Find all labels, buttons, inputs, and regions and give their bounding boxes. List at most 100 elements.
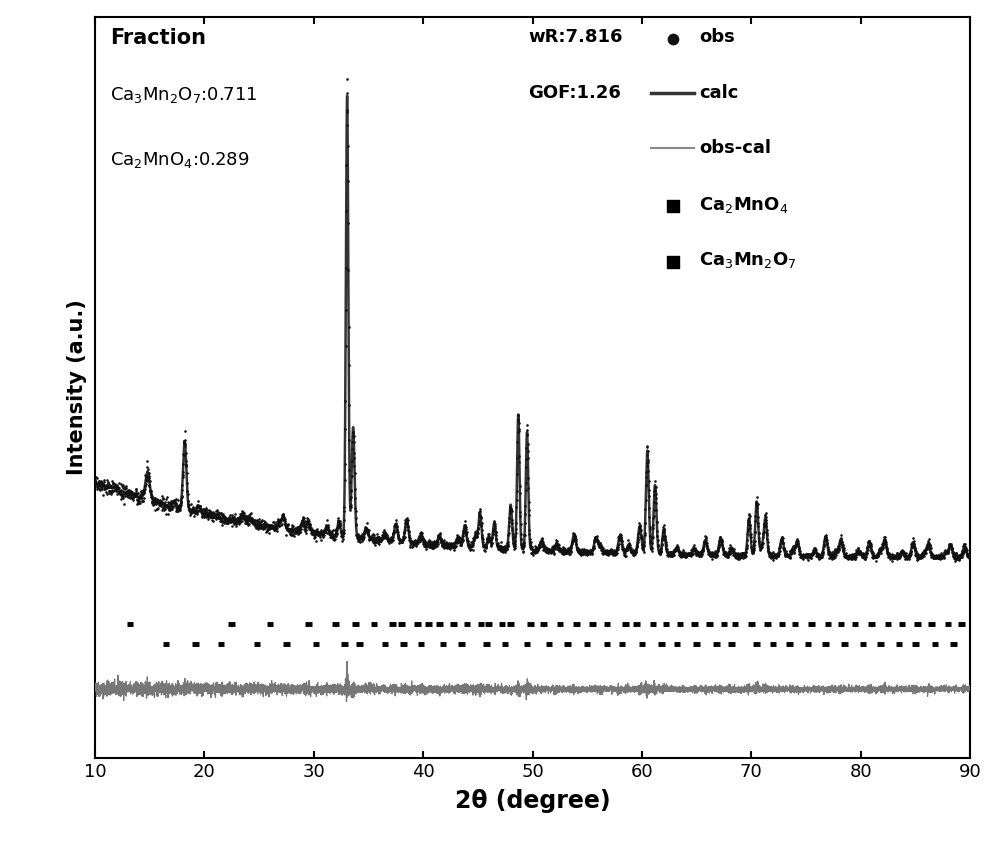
Point <box>467 530 483 544</box>
Point <box>897 550 913 563</box>
Point <box>381 533 397 546</box>
Point <box>392 535 408 549</box>
Point <box>489 538 505 551</box>
Point <box>812 550 828 563</box>
Point <box>659 544 675 557</box>
Point <box>596 545 612 559</box>
Point <box>542 545 558 558</box>
Point <box>198 509 214 523</box>
Point <box>809 548 825 562</box>
Point <box>868 554 884 567</box>
Point <box>829 542 845 556</box>
Point <box>202 511 218 524</box>
Point <box>863 540 879 553</box>
Point <box>734 547 750 561</box>
Point <box>96 473 112 487</box>
Point <box>674 550 690 563</box>
Point <box>537 540 553 554</box>
Point <box>119 485 135 499</box>
Point <box>942 539 958 552</box>
Point <box>222 513 238 527</box>
Point <box>721 545 737 558</box>
Point <box>548 536 564 550</box>
Point <box>865 551 881 565</box>
Point <box>912 549 928 562</box>
Point <box>741 508 757 522</box>
Point <box>824 551 840 565</box>
Point <box>899 552 915 566</box>
Point <box>311 529 327 542</box>
Point <box>406 538 422 551</box>
Point <box>898 550 914 563</box>
Point <box>853 546 869 560</box>
Point <box>233 512 249 525</box>
Point <box>873 542 889 556</box>
Point <box>914 547 930 561</box>
Point <box>102 484 118 497</box>
Point <box>289 522 305 535</box>
Point <box>812 551 828 564</box>
Point <box>828 545 844 559</box>
Point <box>872 542 888 556</box>
Point <box>660 547 676 561</box>
Point <box>736 548 752 562</box>
Point <box>251 520 267 534</box>
Point <box>429 534 445 547</box>
Point <box>423 536 439 550</box>
Point <box>483 531 499 545</box>
Point <box>883 551 899 565</box>
Point <box>195 502 211 516</box>
Point <box>236 509 252 523</box>
Point <box>595 546 611 560</box>
Point <box>583 544 599 557</box>
Point <box>484 536 500 550</box>
Point <box>314 527 330 540</box>
Point <box>512 509 528 523</box>
Point <box>126 489 142 502</box>
Point <box>693 545 709 558</box>
Point <box>252 520 268 534</box>
Point <box>821 545 837 559</box>
Point <box>556 545 572 559</box>
Point <box>761 545 777 559</box>
Point <box>571 545 587 558</box>
Point <box>668 543 684 556</box>
Point <box>267 518 283 531</box>
Point <box>461 537 477 551</box>
Point <box>189 505 205 518</box>
Point <box>290 524 306 538</box>
Point <box>723 546 739 560</box>
Point <box>214 508 230 522</box>
Point <box>701 548 717 562</box>
Point <box>300 520 316 534</box>
Point <box>161 502 177 516</box>
Point <box>798 548 814 562</box>
Point <box>198 503 214 517</box>
Point <box>373 534 389 548</box>
Point <box>942 537 958 551</box>
Point <box>862 537 878 551</box>
Point <box>463 540 479 553</box>
Point <box>343 501 359 514</box>
Point <box>884 548 900 562</box>
Point <box>313 526 329 540</box>
Point <box>611 533 627 546</box>
Point <box>510 415 526 429</box>
Point <box>551 543 567 556</box>
Point <box>835 539 851 552</box>
Point <box>352 529 368 543</box>
Point <box>694 545 710 559</box>
Point <box>580 547 596 561</box>
Point <box>752 539 768 552</box>
Point <box>91 482 107 495</box>
Point <box>478 539 494 552</box>
Point <box>276 513 292 527</box>
Point <box>877 535 893 549</box>
Point <box>262 522 278 535</box>
Point <box>525 545 541 559</box>
Point <box>639 460 655 473</box>
Point <box>302 522 318 535</box>
Point <box>514 540 530 554</box>
Point <box>363 530 379 544</box>
Point <box>515 540 531 554</box>
